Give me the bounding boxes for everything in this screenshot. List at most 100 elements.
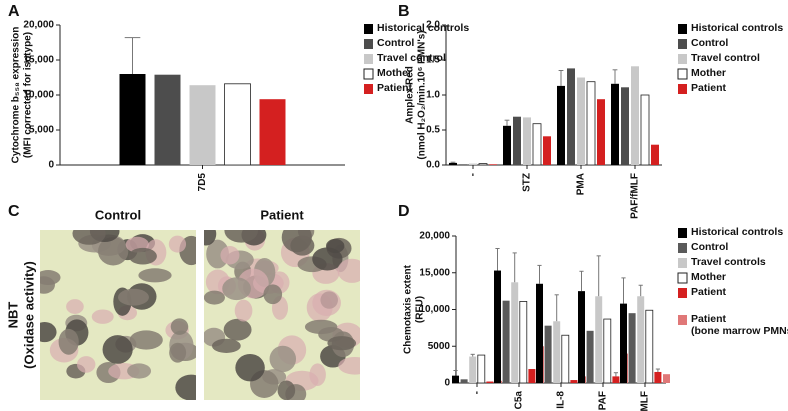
legend-swatch (678, 39, 687, 49)
legend-label: Historical controls (691, 226, 784, 238)
cell (220, 246, 240, 265)
legend-entry: Historical controls (691, 22, 784, 34)
cell (175, 374, 196, 400)
cell (138, 268, 172, 283)
bar (486, 381, 494, 383)
legend-swatch (364, 54, 373, 64)
legend-entry: Mother (691, 67, 726, 79)
y-axis-label: Cytochrome b₅₅₈ expression (11, 27, 22, 164)
y-tick-label: 15,000 (23, 55, 54, 66)
bar (502, 300, 510, 383)
y-tick-label: 2.0 (426, 20, 440, 31)
micrograph (40, 230, 196, 400)
y-axis-label: (MFI corrected for isotype) (23, 32, 34, 158)
cell (325, 238, 345, 254)
cell (204, 230, 217, 246)
legend-swatch (678, 258, 687, 268)
bar (597, 99, 605, 165)
legend-entry: Travel control (377, 52, 446, 64)
bar (611, 83, 619, 165)
legend-swatch (364, 39, 373, 49)
cell (281, 230, 312, 253)
bar (523, 117, 531, 165)
bar (595, 296, 603, 383)
y-axis-label: Chemotaxis extent (403, 264, 414, 354)
legend-entry: Historical controls (377, 22, 469, 34)
legend-swatch (678, 315, 687, 325)
legend-label: Patient (691, 286, 727, 298)
bar (557, 85, 565, 165)
cell (234, 299, 253, 322)
bar (543, 136, 551, 165)
bar (477, 354, 486, 384)
bar (259, 99, 286, 165)
y-tick-label: 1.0 (426, 90, 440, 101)
bar (577, 77, 585, 165)
bar (469, 356, 477, 383)
side-label: NBT (5, 302, 20, 329)
y-axis-label: Amplex Red (405, 66, 416, 124)
cell (338, 356, 360, 375)
legend-entry: Mother (377, 67, 412, 79)
x-tick-label: 7D5 (197, 173, 208, 192)
x-tick-label: fMLF (640, 391, 651, 411)
x-tick-label: - (472, 391, 483, 394)
bar (189, 85, 216, 165)
bar (503, 125, 511, 165)
x-tick-label: PAF/fMLF (630, 173, 641, 219)
legend-label: Control (691, 37, 729, 49)
y-axis-label: (RFU) (415, 296, 426, 323)
legend-label: Historical controls (691, 22, 784, 34)
bar (637, 296, 645, 383)
x-tick-label: C5a (514, 391, 525, 410)
side-label: (Oxidase activity) (21, 261, 36, 369)
bar (449, 162, 457, 165)
y-tick-label: 10,000 (419, 304, 450, 315)
bar (478, 163, 488, 166)
legend-label: Patient (691, 82, 727, 94)
legend-swatch (678, 84, 687, 94)
bar (154, 74, 181, 165)
legend-swatch (678, 243, 687, 253)
legend-swatch (677, 68, 688, 80)
legend-entry: Patient (377, 82, 412, 94)
legend-entry: Patient (691, 82, 727, 94)
bar (452, 375, 459, 383)
cell (98, 237, 129, 266)
bar (586, 330, 594, 383)
image-title: Control (95, 207, 141, 222)
cell (170, 318, 189, 335)
cell (304, 319, 338, 335)
cell (337, 258, 360, 283)
legend-label: Travel control (691, 52, 760, 64)
cell (223, 318, 252, 341)
x-tick-label: PAF (598, 391, 609, 410)
y-axis-label: (nmol H₂O₂/min.10⁶ PMN's) (417, 30, 428, 159)
y-tick-label: 15,000 (419, 267, 450, 278)
micrograph (204, 230, 360, 400)
bar (654, 371, 662, 383)
bar (119, 74, 146, 165)
cell (204, 290, 225, 305)
x-tick-label: - (468, 173, 479, 176)
cell (312, 289, 341, 317)
cell (212, 338, 241, 353)
cell (118, 288, 149, 306)
legend-entry: Patient (bone marrow PMNs) (691, 313, 788, 337)
x-tick-label: IL-8 (556, 391, 567, 409)
legend-entry: Historical controls (691, 226, 784, 238)
cell (327, 336, 357, 351)
y-tick-label: 20,000 (419, 231, 450, 242)
y-tick-label: 5,000 (29, 125, 54, 136)
cell (58, 328, 79, 355)
legend-entry: Travel control (691, 52, 760, 64)
bar (460, 379, 468, 383)
bar (469, 163, 477, 165)
panel-label: C (8, 203, 20, 220)
bar (631, 66, 639, 165)
bar (544, 325, 552, 383)
cell (224, 230, 259, 243)
cell (129, 330, 163, 350)
bar (561, 334, 570, 384)
